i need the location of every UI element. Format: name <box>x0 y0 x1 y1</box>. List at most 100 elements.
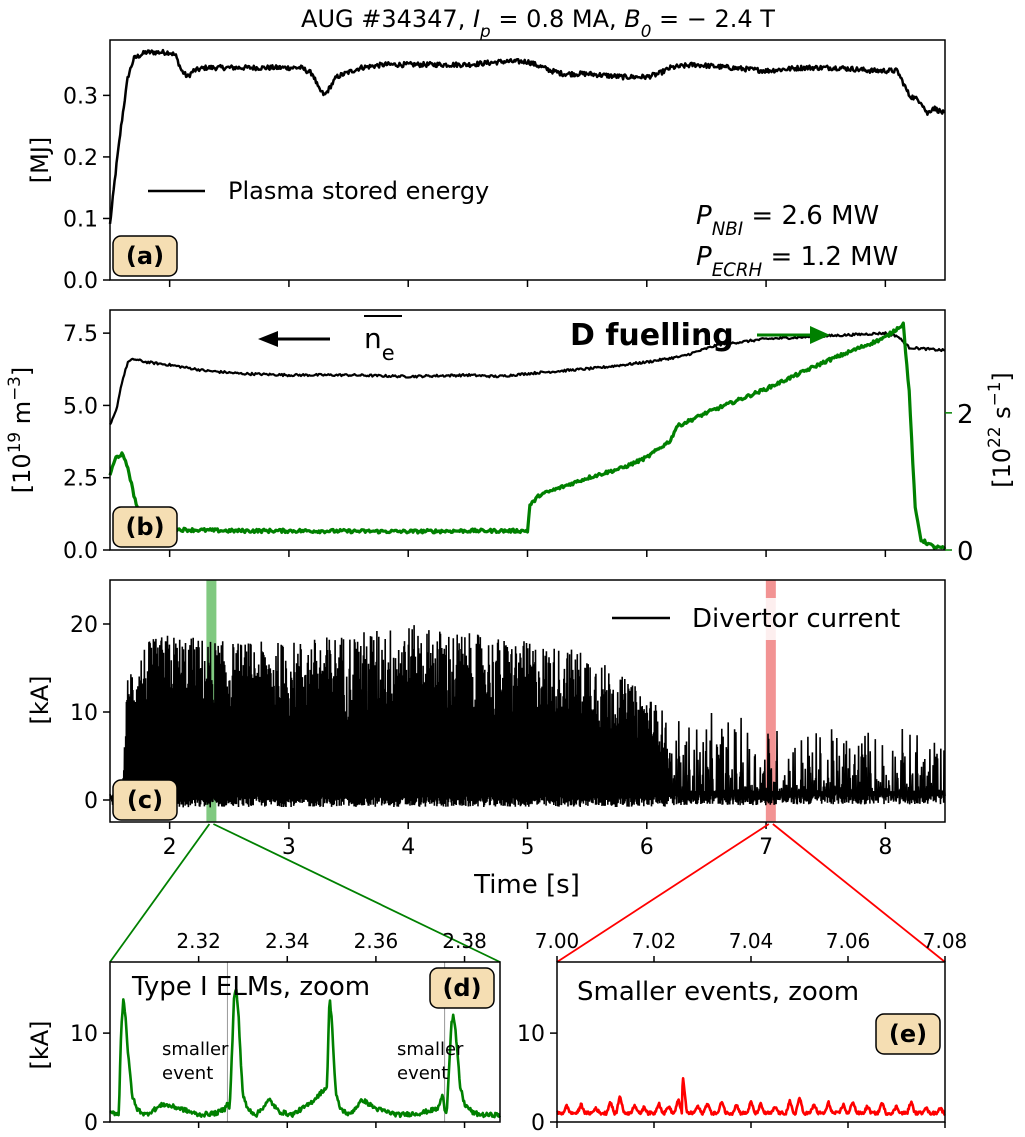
panel-e-ytick-label: 0 <box>531 1111 545 1136</box>
panel-d-xtick-label: 2.36 <box>354 929 399 953</box>
panel-c-ylabel: [kA] <box>26 675 54 724</box>
panel-b-ytick-label: 2.5 <box>63 467 98 492</box>
panel-c-xtick-label: 8 <box>878 835 892 860</box>
annotation-smaller-event: event <box>162 1063 213 1084</box>
panel-d-xtick-label: 2.34 <box>265 929 310 953</box>
panel-b-ytick-label: 5.0 <box>63 394 98 419</box>
panel-c-label: (c) <box>127 786 163 814</box>
panel-c-label-box <box>112 779 178 821</box>
panel-b-y2label-part: −1 <box>984 382 1004 407</box>
legend-label-divertor-current: Divertor current <box>692 604 900 634</box>
highlight-band-1 <box>765 580 776 822</box>
panel-c-xtick-label: 7 <box>759 835 773 860</box>
series-d-fuelling <box>108 321 947 551</box>
panel-c-xtick-label: 4 <box>401 835 415 860</box>
panel-e-xtick-label: 7.02 <box>632 929 677 953</box>
panel-e-label: (e) <box>889 1020 927 1048</box>
panel-c-xtick-label: 2 <box>163 835 177 860</box>
series-type-i-elms <box>109 988 502 1119</box>
panel-b-ylabel-part: 19 <box>4 432 24 453</box>
panel-b-ylabel-part: −3 <box>4 376 24 401</box>
panel-a-ytick-label: 0.3 <box>63 84 98 109</box>
annotation-smaller-event: smaller <box>162 1039 229 1060</box>
panel-b-y2label-part: ] <box>988 372 1016 381</box>
panel-b-y2label-part: 22 <box>984 427 1004 448</box>
panel-e-title: Smaller events, zoom <box>577 977 859 1007</box>
annotation-smaller-event: event <box>397 1063 448 1084</box>
panel-b-label-box <box>112 506 178 548</box>
title-part: = − 2.4 T <box>651 5 775 33</box>
panel-d-xtick-label: 2.32 <box>176 929 221 953</box>
annotation-ne-part: e <box>382 341 395 365</box>
annotation-p-nbi-part: = 2.6 MW <box>743 201 879 231</box>
annotation-ne-part: n <box>364 322 382 355</box>
zoom-connector-d-right <box>213 823 501 963</box>
annotation-p-nbi-part: NBI <box>712 219 743 240</box>
panel-a-ylabel: [MJ] <box>26 137 54 184</box>
panel-b-y2tick-label: 0 <box>957 537 974 567</box>
zoom-connector-e-left <box>556 823 770 963</box>
annotation-p-ecrh-part: = 1.2 MW <box>762 242 898 272</box>
panel-e-xtick-label: 7.08 <box>923 929 968 953</box>
panel-b-ytick-label: 0.0 <box>63 539 98 564</box>
panel-c-xtick-label: 3 <box>282 835 296 860</box>
panel-b-y2label: [1022 s−1] <box>984 372 1016 488</box>
zoom-connector-d-left <box>109 823 211 963</box>
panel-d-ylabel: [kA] <box>26 1020 54 1069</box>
series-divertor-current <box>109 625 946 813</box>
arrow-d-fuelling-head <box>810 326 830 344</box>
annotation-p-ecrh-part: ECRH <box>712 260 763 281</box>
panel-d-title: Type I ELMs, zoom <box>131 972 370 1002</box>
panel-e-label-box <box>875 1013 941 1055</box>
panel-d-label: (d) <box>442 974 481 1002</box>
annotation-p-ecrh-part: P <box>696 242 712 272</box>
annotation-d-fuelling: D fuelling <box>570 318 734 353</box>
annotation-p-nbi: PNBI = 2.6 MW <box>696 201 879 240</box>
panel-a-ytick-label: 0.0 <box>63 269 98 294</box>
panel-e-xtick-label: 7.06 <box>826 929 871 953</box>
panel-b-ytick-label: 7.5 <box>63 322 98 347</box>
panel-b-y2label-part: [10 <box>988 448 1016 488</box>
title-part: 0 <box>641 21 652 41</box>
series-plasma-stored-energy <box>108 48 946 225</box>
panel-b-label: (b) <box>125 513 164 541</box>
panel-c-xtick-label: 5 <box>521 835 535 860</box>
panel-d-ytick-label: 0 <box>84 1111 98 1136</box>
panel-c-ytick-label: 20 <box>70 613 98 638</box>
panel-d-ytick-label: 10 <box>70 1022 98 1047</box>
panel-a-label: (a) <box>126 242 164 270</box>
title-part: p <box>479 21 491 41</box>
arrow-ne-head <box>258 331 278 347</box>
series-smaller-events <box>556 1077 946 1116</box>
panel-d-frame <box>109 961 501 1123</box>
panel-b-ylabel-part: ] <box>8 367 36 376</box>
panel-e-ytick-label: 10 <box>517 1022 545 1047</box>
panel-b-ylabel-part: m <box>8 401 36 432</box>
annotation-p-nbi-part: P <box>696 201 712 231</box>
panel-c-ytick-label: 0 <box>84 789 98 814</box>
panel-d-xtick-label: 2.38 <box>442 929 487 953</box>
series-ne <box>109 331 946 426</box>
figure-title: AUG #34347, Ip = 0.8 MA, B0 = − 2.4 T <box>301 5 775 41</box>
title-part: B <box>624 5 640 33</box>
panel-a-ytick-label: 0.2 <box>63 146 98 171</box>
title-part: AUG #34347, <box>301 5 473 33</box>
panel-b-ylabel: [1019 m−3] <box>4 367 36 493</box>
panel-d-label-box <box>429 967 495 1009</box>
annotation-smaller-event: smaller <box>397 1039 464 1060</box>
title-part: I <box>473 5 480 33</box>
panel-b-y2label-part: s <box>988 406 1016 426</box>
annotation-ne: ne <box>364 322 395 365</box>
panel-b-y2tick-label: 2 <box>957 400 974 430</box>
zoom-connector-e-right <box>772 823 946 963</box>
panel-c-xtick-label: 6 <box>640 835 654 860</box>
panel-e-xtick-label: 7.04 <box>729 929 774 953</box>
legend-label-plasma-stored-energy: Plasma stored energy <box>228 177 489 205</box>
panel-a-ytick-label: 0.1 <box>63 207 98 232</box>
annotation-p-ecrh: PECRH = 1.2 MW <box>696 242 898 281</box>
panel-a-label-box <box>112 235 178 277</box>
panel-e-xtick-label: 7.00 <box>535 929 580 953</box>
panel-b-ylabel-part: [10 <box>8 453 36 493</box>
panel-c-ytick-label: 10 <box>70 701 98 726</box>
